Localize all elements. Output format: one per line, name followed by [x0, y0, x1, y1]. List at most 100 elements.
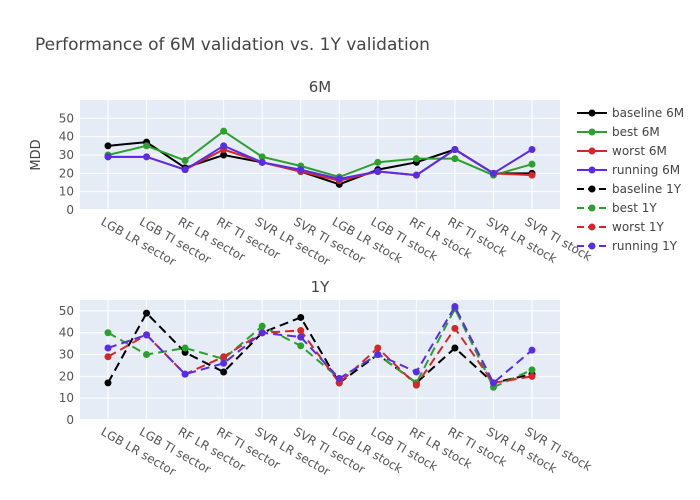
- data-point: [104, 344, 112, 352]
- y-tick-label: 0: [66, 413, 74, 427]
- y-tick-label: 50: [59, 304, 74, 318]
- data-point: [104, 353, 112, 361]
- subplot-title: 1Y: [311, 278, 331, 296]
- legend-label: running 6M: [612, 163, 680, 177]
- data-point: [297, 333, 305, 341]
- legend-marker: [588, 223, 596, 231]
- data-point: [451, 155, 459, 163]
- data-point: [220, 368, 228, 376]
- y-axis-label: MDD: [29, 139, 44, 170]
- data-point: [528, 346, 536, 354]
- y-tick-label: 0: [66, 203, 74, 217]
- y-tick-label: 50: [59, 111, 74, 125]
- legend-item[interactable]: worst 6M: [577, 144, 667, 158]
- data-point: [489, 379, 497, 387]
- data-point: [143, 153, 151, 161]
- series-line: [107, 306, 533, 389]
- data-point: [258, 158, 266, 166]
- data-point: [104, 379, 112, 387]
- data-point: [335, 375, 343, 383]
- series-line: [107, 311, 533, 385]
- legend-item[interactable]: running 6M: [577, 163, 680, 177]
- data-point: [143, 309, 151, 317]
- data-point: [451, 344, 459, 352]
- series-best-6M: [104, 127, 536, 181]
- data-point: [451, 146, 459, 153]
- legend-item[interactable]: best 6M: [577, 125, 660, 139]
- data-point: [451, 303, 459, 311]
- legend-marker: [588, 147, 596, 155]
- data-point: [104, 142, 112, 150]
- y-tick-label: 10: [59, 391, 74, 405]
- y-tick-label: 40: [59, 130, 74, 144]
- data-point: [528, 160, 536, 168]
- legend-item[interactable]: running 1Y: [577, 239, 678, 253]
- plot-area: [80, 300, 560, 420]
- legend-label: best 6M: [612, 125, 660, 139]
- subplot-title: 6M: [309, 78, 332, 96]
- data-point: [258, 153, 266, 161]
- data-point: [374, 168, 382, 175]
- legend-item[interactable]: baseline 6M: [577, 106, 684, 120]
- data-point: [528, 372, 536, 380]
- data-point: [220, 151, 228, 159]
- data-point: [528, 366, 536, 374]
- series-line: [107, 129, 533, 179]
- legend-marker: [588, 128, 596, 136]
- data-point: [297, 342, 305, 350]
- data-point: [374, 351, 382, 359]
- data-point: [181, 157, 189, 164]
- data-point: [451, 324, 459, 332]
- legend-label: worst 1Y: [612, 220, 664, 234]
- data-point: [220, 127, 228, 135]
- y-tick-label: 20: [59, 166, 74, 180]
- legend-label: baseline 6M: [612, 106, 684, 120]
- legend-label: best 1Y: [612, 201, 657, 215]
- y-tick-label: 30: [59, 148, 74, 162]
- data-point: [528, 171, 536, 179]
- y-tick-label: 30: [59, 348, 74, 362]
- series-line: [108, 144, 533, 180]
- y-tick-label: 40: [59, 326, 74, 340]
- data-point: [104, 329, 112, 337]
- data-point: [181, 166, 189, 174]
- data-point: [220, 142, 228, 150]
- legend-label: running 1Y: [612, 239, 678, 253]
- data-point: [258, 322, 266, 330]
- data-point: [143, 351, 151, 359]
- legend-item[interactable]: baseline 1Y: [577, 182, 682, 196]
- data-point: [297, 166, 305, 174]
- data-point: [374, 344, 382, 352]
- data-point: [297, 313, 305, 321]
- data-point: [412, 171, 420, 179]
- y-tick-label: 20: [59, 369, 74, 383]
- legend-marker: [588, 242, 596, 250]
- legend-marker: [588, 204, 596, 212]
- y-tick-label: 10: [59, 185, 74, 199]
- data-point: [374, 158, 382, 166]
- legend-item[interactable]: worst 1Y: [577, 220, 664, 234]
- series-line: [107, 304, 533, 385]
- data-point: [489, 169, 497, 177]
- data-point: [181, 344, 189, 352]
- legend-label: baseline 1Y: [612, 182, 682, 196]
- chart-title: Performance of 6M validation vs. 1Y vali…: [35, 35, 430, 55]
- legend-marker: [588, 166, 596, 174]
- data-point: [143, 331, 151, 339]
- legend-item[interactable]: best 1Y: [577, 201, 657, 215]
- data-point: [220, 359, 228, 367]
- data-point: [412, 381, 420, 389]
- data-point: [528, 146, 536, 153]
- legend-label: worst 6M: [612, 144, 667, 158]
- data-point: [297, 327, 305, 335]
- data-point: [412, 368, 420, 376]
- series-running-6M: [104, 142, 536, 183]
- data-point: [412, 155, 420, 163]
- data-point: [335, 175, 343, 183]
- data-point: [258, 329, 266, 337]
- legend-marker: [588, 185, 596, 193]
